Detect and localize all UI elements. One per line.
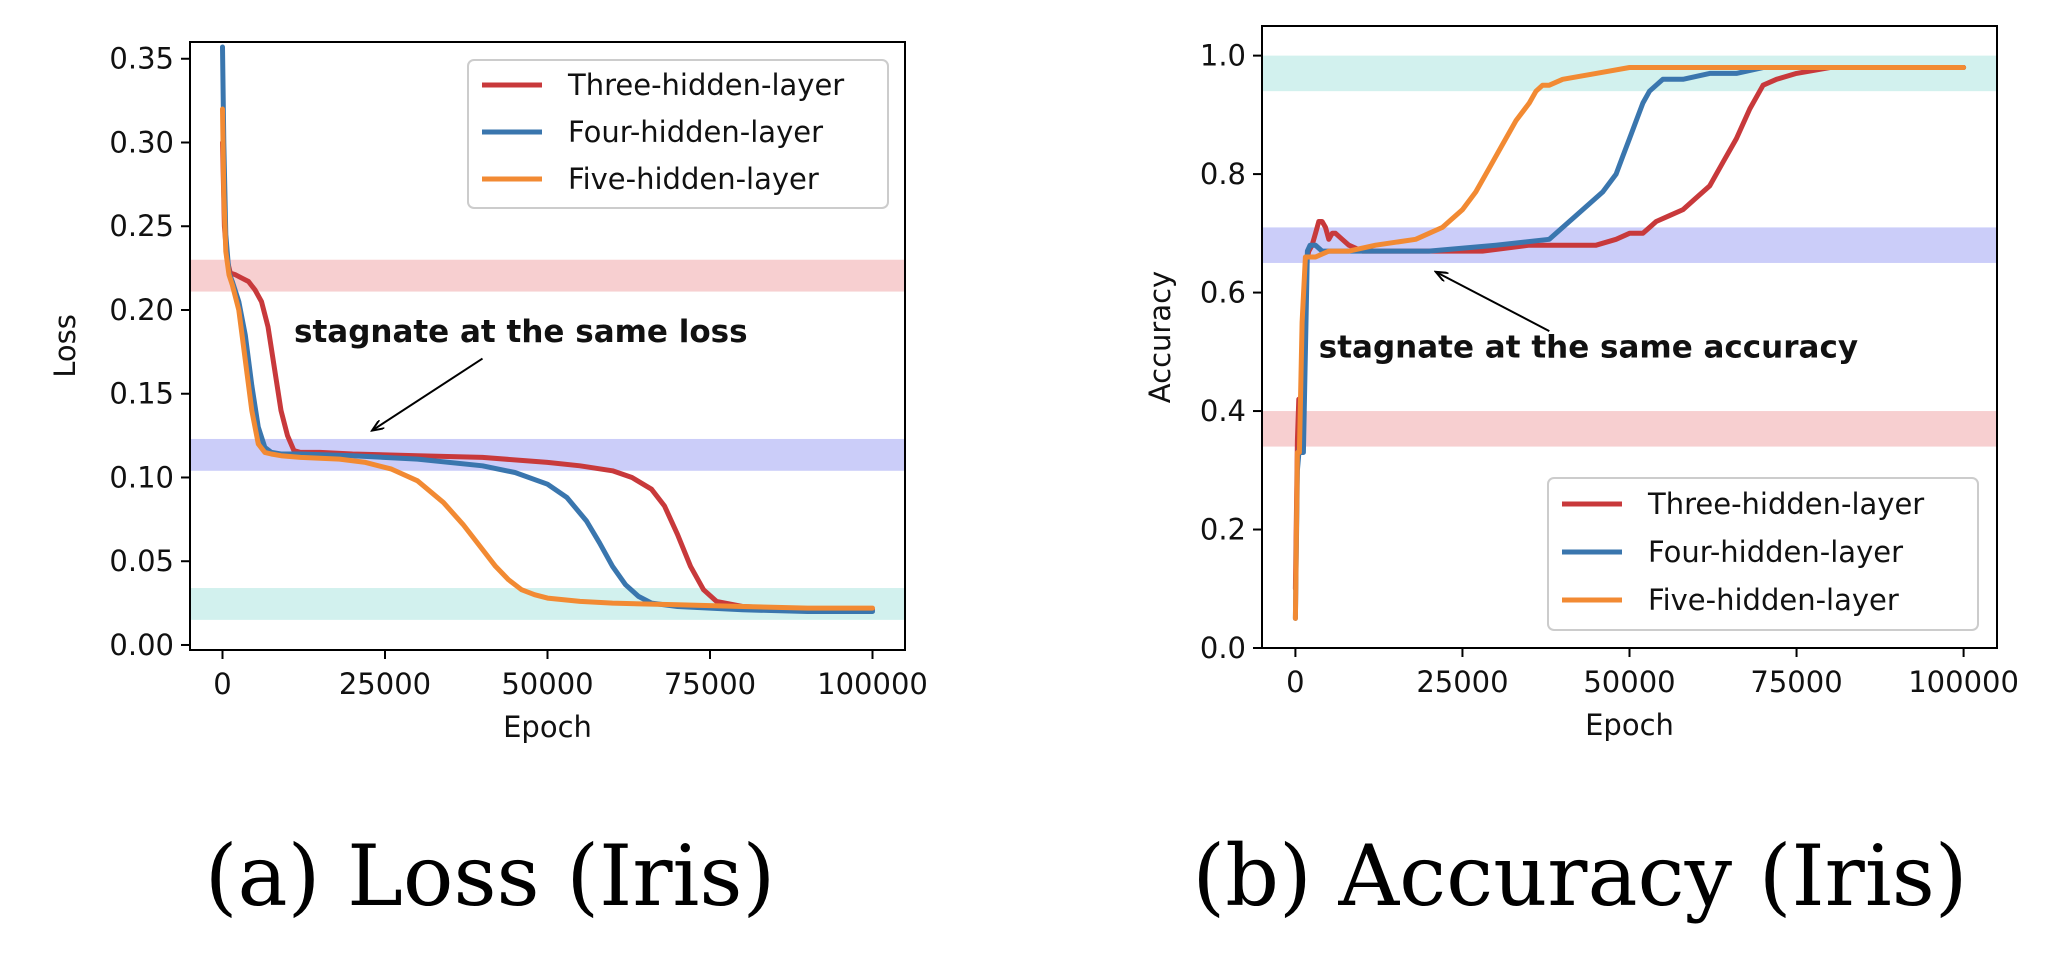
highlight-band-2: [1263, 411, 1996, 447]
x-tick-label: 100000: [817, 667, 928, 701]
legend-label: Five-hidden-layer: [1648, 583, 1899, 617]
highlight-band-0: [191, 259, 904, 292]
legend-label: Three-hidden-layer: [1647, 487, 1924, 521]
y-tick-label: 0.15: [109, 377, 174, 411]
x-axis-label: Epoch: [1585, 708, 1674, 742]
y-tick-label: 0.05: [109, 544, 174, 578]
legend-box: [467, 59, 889, 209]
y-tick-label: 0.10: [109, 460, 174, 494]
y-tick-label: 0.4: [1200, 394, 1246, 428]
y-tick-label: 0.25: [109, 209, 174, 243]
x-tick-label: 75000: [664, 667, 756, 701]
y-axis-label: Loss: [48, 314, 82, 378]
legend-label: Five-hidden-layer: [568, 162, 819, 196]
annotation-text: stagnate at the same accuracy: [1319, 330, 1858, 366]
series-line-three-hidden-layer: [220, 140, 875, 613]
annotation-arrow: [1436, 272, 1550, 332]
x-axis-label: Epoch: [503, 710, 592, 744]
x-tick-label: 0: [1286, 665, 1304, 699]
y-tick-label: 0.00: [109, 628, 174, 662]
y-tick-label: 0.0: [1200, 631, 1246, 665]
x-tick-label: 50000: [501, 667, 593, 701]
y-tick-label: 0.2: [1200, 513, 1246, 547]
annotation-text: stagnate at the same loss: [294, 314, 748, 350]
caption-a: (a) Loss (Iris): [205, 827, 775, 925]
x-tick-label: 75000: [1750, 665, 1842, 699]
highlight-band-0: [1263, 55, 1996, 92]
highlight-band-2: [191, 588, 904, 620]
series-line-four-hidden-layer: [1292, 65, 1967, 621]
y-tick-label: 0.6: [1200, 276, 1246, 310]
x-tick-label: 25000: [339, 667, 431, 701]
y-tick-label: 0.8: [1200, 157, 1246, 191]
caption-b: (b) Accuracy (Iris): [1192, 827, 1967, 925]
accuracy-chart: 0 25000 50000 75000 100000 0.0 0.2 0.4 0.6 0.8 1.0…: [1143, 25, 2019, 742]
x-tick-label: 0: [213, 667, 231, 701]
y-tick-label: 0.20: [109, 293, 174, 327]
annotation-arrow: [372, 357, 484, 431]
y-tick-label: 0.30: [109, 125, 174, 159]
x-tick-label: 50000: [1583, 665, 1675, 699]
legend-box: [1547, 477, 1979, 631]
y-tick-label: 0.35: [109, 42, 174, 76]
series-line-five-hidden-layer: [1292, 65, 1967, 621]
legend-label: Three-hidden-layer: [567, 68, 844, 102]
legend-label: Four-hidden-layer: [1648, 535, 1903, 569]
x-tick-label: 25000: [1416, 665, 1508, 699]
x-tick-label: 100000: [1908, 665, 2019, 699]
legend-label: Four-hidden-layer: [568, 115, 823, 149]
y-axis-label: Accuracy: [1143, 271, 1177, 403]
series-line-five-hidden-layer: [220, 106, 875, 611]
y-tick-label: 1.0: [1200, 39, 1246, 73]
loss-chart: 0 25000 50000 75000 100000 0.00 0.05 0.10 0.15 0.…: [48, 41, 928, 744]
